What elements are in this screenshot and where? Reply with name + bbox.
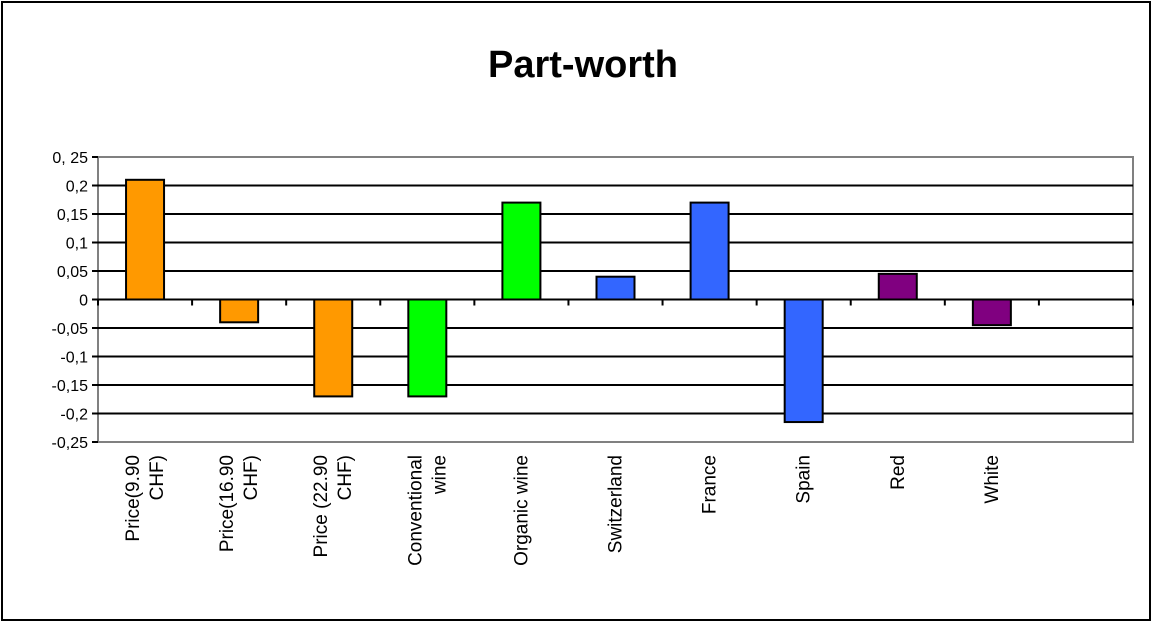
bar xyxy=(877,272,918,301)
y-tick-label: -0,1 xyxy=(60,350,88,367)
bar xyxy=(407,298,448,398)
y-tick-label: 0 xyxy=(79,293,88,310)
category-label-line: Conventional xyxy=(405,455,426,566)
category-label-line: Price(9.90 xyxy=(123,455,144,542)
category-label: White xyxy=(982,455,1003,504)
bar xyxy=(783,298,824,424)
category-label-line: Price(16.90 xyxy=(217,455,238,552)
bar xyxy=(313,298,354,398)
category-label-line: Switzerland xyxy=(606,455,627,553)
category-label: Price (22.90 CHF) xyxy=(311,455,356,557)
category-label: France xyxy=(700,455,721,514)
y-tick-label: -0,2 xyxy=(60,407,88,424)
category-label: Conventional wine xyxy=(405,455,450,566)
category-label: Spain xyxy=(794,455,815,504)
gridlines xyxy=(92,156,1133,443)
category-label-line: CHF) xyxy=(241,455,262,500)
y-tick-label: -0,05 xyxy=(52,321,89,338)
bar xyxy=(125,178,166,301)
y-tick-label: 0,15 xyxy=(57,207,88,224)
bar xyxy=(595,275,636,301)
y-tick-label: -0,25 xyxy=(52,435,89,452)
y-tick-label: 0,2 xyxy=(66,179,88,196)
bar xyxy=(689,201,730,301)
category-label-line: Price (22.90 xyxy=(311,455,332,557)
category-label-line: wine xyxy=(429,455,450,495)
category-label-line: CHF) xyxy=(335,455,356,500)
category-label-line: CHF) xyxy=(147,455,168,500)
x-axis xyxy=(97,298,1134,306)
category-label: Price(16.90 CHF) xyxy=(217,455,262,552)
bar xyxy=(971,298,1012,327)
y-tick-label: -0,15 xyxy=(52,378,89,395)
part-worth-chart: Part-worth 0, 25 0,2 0,15 0,1 0,05 0 -0,05 -0,1… xyxy=(52,44,1134,566)
category-label-line: Red xyxy=(888,455,909,490)
category-label-line: White xyxy=(982,455,1003,504)
category-label-line: France xyxy=(700,455,721,514)
category-label-line: Spain xyxy=(794,455,815,504)
y-axis-tick-labels: 0, 25 0,2 0,15 0,1 0,05 0 -0,05 -0,1 -0,15 -0,2 -0… xyxy=(52,150,89,452)
x-axis-category-labels: Price(9.90 CHF) Price(16.90 CHF) Price (22.9… xyxy=(123,455,1003,566)
y-tick-label: 0,05 xyxy=(57,264,88,281)
bar xyxy=(501,201,542,301)
category-label: Red xyxy=(888,455,909,490)
chart-title: Part-worth xyxy=(488,44,678,86)
category-label-line: Organic wine xyxy=(511,455,532,566)
category-label: Price(9.90 CHF) xyxy=(123,455,168,542)
y-tick-label: 0,1 xyxy=(66,236,88,253)
bar xyxy=(219,298,260,324)
category-label: Organic wine xyxy=(511,455,532,566)
y-tick-label: 0, 25 xyxy=(52,150,88,167)
category-label: Switzerland xyxy=(606,455,627,553)
